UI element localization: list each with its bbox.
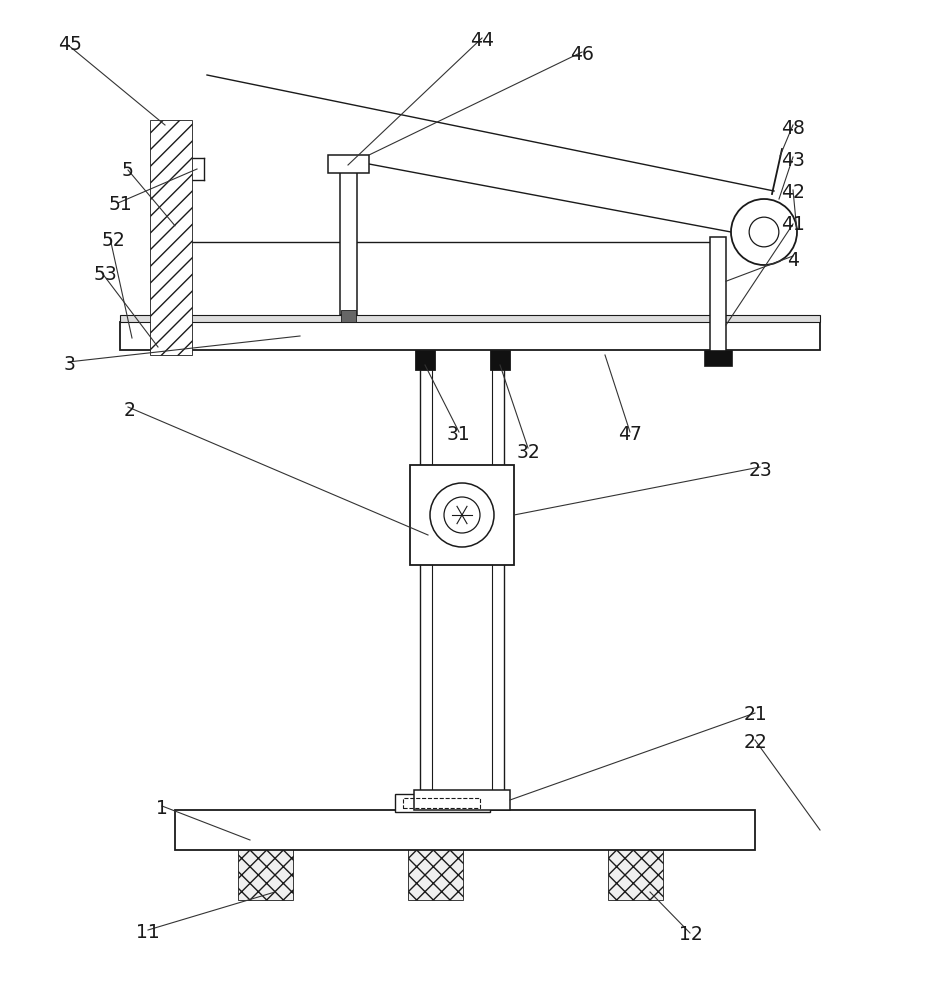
Text: 46: 46 xyxy=(570,45,594,64)
Bar xyxy=(608,845,663,900)
Text: 11: 11 xyxy=(136,922,160,942)
Bar xyxy=(415,350,435,370)
Bar xyxy=(120,322,820,350)
Circle shape xyxy=(749,217,779,247)
Circle shape xyxy=(444,497,480,533)
Bar xyxy=(410,465,514,565)
Circle shape xyxy=(731,199,797,265)
Bar xyxy=(238,845,293,900)
Text: 23: 23 xyxy=(748,460,772,480)
Text: 21: 21 xyxy=(743,706,768,724)
Text: 47: 47 xyxy=(618,426,642,444)
Bar xyxy=(120,315,820,322)
Text: 44: 44 xyxy=(470,30,494,49)
Bar xyxy=(328,155,369,173)
Text: 42: 42 xyxy=(781,182,805,202)
Bar xyxy=(704,350,732,366)
Bar xyxy=(408,845,463,900)
Bar xyxy=(395,794,490,812)
Bar xyxy=(490,350,510,370)
Bar xyxy=(150,120,192,355)
Bar xyxy=(710,237,726,362)
Text: 2: 2 xyxy=(124,400,135,420)
Text: 51: 51 xyxy=(108,196,133,215)
Bar xyxy=(341,310,356,322)
Text: 31: 31 xyxy=(447,426,471,444)
Text: 45: 45 xyxy=(57,35,82,54)
Text: 43: 43 xyxy=(781,150,805,169)
Bar xyxy=(340,165,357,315)
Text: 12: 12 xyxy=(679,926,703,944)
Bar xyxy=(403,798,480,808)
Text: 32: 32 xyxy=(516,442,540,462)
Text: 4: 4 xyxy=(787,250,798,269)
Text: 1: 1 xyxy=(157,798,168,818)
Text: 53: 53 xyxy=(94,265,118,284)
Text: 52: 52 xyxy=(101,231,125,249)
Text: 48: 48 xyxy=(781,118,805,137)
Text: 5: 5 xyxy=(122,160,133,180)
Text: 22: 22 xyxy=(743,732,768,752)
Text: 41: 41 xyxy=(781,216,805,234)
Bar xyxy=(175,810,755,850)
Bar xyxy=(414,790,510,810)
Circle shape xyxy=(430,483,494,547)
Text: 3: 3 xyxy=(64,356,75,374)
